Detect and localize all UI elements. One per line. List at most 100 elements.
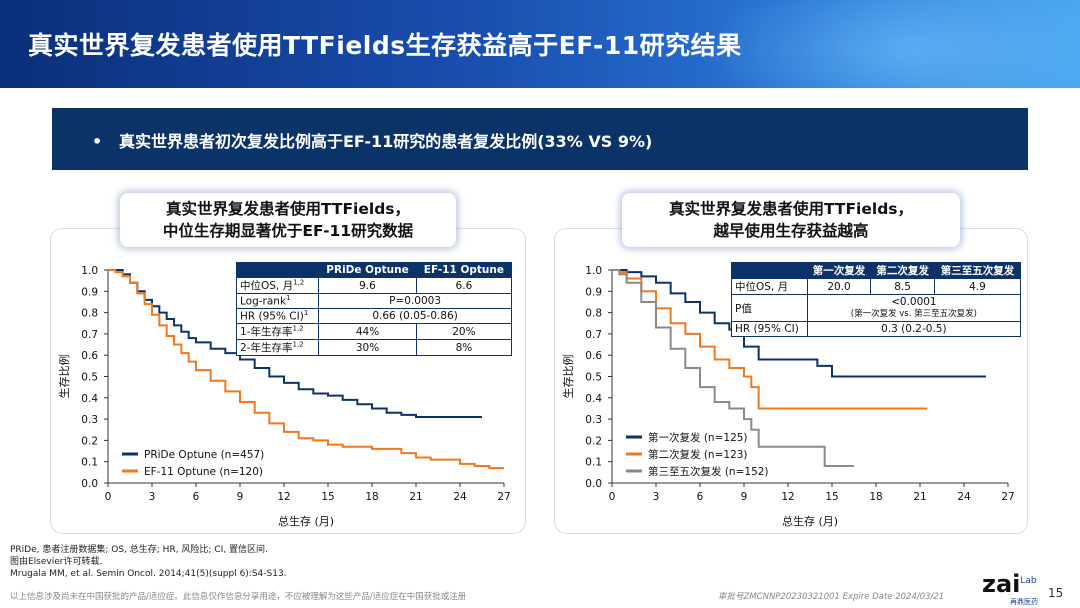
key-message-text: • 真实世界患者初次复发比例高于EF-11研究的患者复发比例(33% VS 9%… <box>92 128 652 152</box>
x-tick-label: 12 <box>781 491 794 503</box>
zailab-logo: zaiLab 再鼎医药 <box>982 570 1038 606</box>
right-table-corner <box>731 262 808 279</box>
x-axis-title: 总生存 (月) <box>782 514 838 528</box>
legend-label: 第二次复发 (n=123) <box>648 448 748 461</box>
right-heading-line2: 越早使用生存获益越高 <box>713 222 869 240</box>
x-tick-label: 24 <box>957 491 971 503</box>
left-heading-line2: 中位生存期显著优于EF-11研究数据 <box>162 222 414 240</box>
y-tick-label: 0.3 <box>585 414 602 426</box>
y-tick-label: 0.7 <box>81 329 98 341</box>
legend-label: 第三至五次复发 (n=152) <box>648 465 769 478</box>
table-row-label: 中位OS, 月 <box>731 278 808 295</box>
page-number: 15 <box>1048 586 1064 600</box>
table-cell: P=0.0003 <box>318 293 512 309</box>
legend-label: EF-11 Optune (n=120) <box>144 466 263 478</box>
y-tick-label: 0.4 <box>81 393 98 405</box>
x-tick-label: 6 <box>697 491 704 503</box>
disclaimer: 以上信息涉及尚未在中国获批的产品/适应症。此信息仅作信息分享用途，不应被理解为这… <box>10 592 467 602</box>
left-heading-line1: 真实世界复发患者使用TTFields， <box>165 200 411 218</box>
table-cell: 8.5 <box>870 278 935 295</box>
y-tick-label: 1.0 <box>81 265 98 277</box>
table-row-label: 1-年生存率1,2 <box>235 323 320 340</box>
y-tick-label: 0.3 <box>81 414 98 426</box>
x-axis-title: 总生存 (月) <box>278 514 334 528</box>
left-km-chart: 0 3 6 9 12 15 18 21 24 27 0.0 0.1 0.2 0.3 0.4 0.5 0.6 0.7… <box>57 265 511 528</box>
y-tick-label: 0.6 <box>585 350 602 362</box>
reference-line: 图由Elsevier许可转载. <box>10 557 103 567</box>
y-tick-label: 0.4 <box>585 393 602 405</box>
y-tick-label: 0.5 <box>585 372 602 384</box>
x-tick-label: 24 <box>453 491 467 503</box>
right-summary-table: 第一次复发 第二次复发 第三至五次复发 中位OS, 月 20.0 8.5 4.9… <box>731 262 1022 337</box>
x-tick-label: 15 <box>321 491 334 503</box>
approval-number: 审批号ZMCNNP20230321001 Expire Date 2024/03… <box>718 592 945 602</box>
key-message-banner: • 真实世界患者初次复发比例高于EF-11研究的患者复发比例(33% VS 9%… <box>52 108 1028 170</box>
right-heading-line1: 真实世界复发患者使用TTFields， <box>668 200 914 218</box>
table-cell: 0.3 (0.2-0.5) <box>806 321 1022 337</box>
x-tick-label: 9 <box>237 491 244 503</box>
table-row-label: 中位OS, 月1,2 <box>235 277 320 294</box>
right-table-header-first: 第一次复发 <box>806 262 872 279</box>
x-tick-label: 0 <box>105 491 112 503</box>
bullet: • <box>92 132 103 151</box>
references: PRiDe, 患者注册数据集; OS, 总生存; HR, 风险比; CI, 置信… <box>10 544 287 580</box>
x-tick-label: 27 <box>1001 491 1014 503</box>
y-tick-label: 0.5 <box>81 372 98 384</box>
y-tick-label: 0.2 <box>585 435 602 447</box>
table-cell: 6.6 <box>415 277 513 294</box>
x-tick-label: 12 <box>277 491 290 503</box>
right-chart-heading: 真实世界复发患者使用TTFields， 越早使用生存获益越高 <box>622 193 960 247</box>
y-tick-label: 1.0 <box>585 265 602 277</box>
y-tick-label: 0.0 <box>81 478 98 490</box>
y-tick-label: 0.7 <box>585 329 602 341</box>
legend-label: 第一次复发 (n=125) <box>648 431 748 444</box>
y-axis-title: 生存比例 <box>57 355 71 399</box>
left-table-header-pride: PRiDe Optune <box>318 262 417 278</box>
table-row-label: HR (95% CI) <box>731 321 808 337</box>
x-tick-label: 6 <box>193 491 200 503</box>
y-tick-label: 0.2 <box>81 435 98 447</box>
table-cell: 9.6 <box>318 277 417 294</box>
table-cell: 4.9 <box>933 278 1022 295</box>
x-tick-label: 18 <box>365 491 378 503</box>
x-tick-label: 15 <box>825 491 838 503</box>
left-summary-table: PRiDe Optune EF-11 Optune 中位OS, 月1,2 9.6… <box>235 262 513 356</box>
y-tick-label: 0.9 <box>81 286 98 298</box>
page-title: 真实世界复发患者使用TTFields生存获益高于EF-11研究结果 <box>28 31 742 60</box>
km-curve-1 <box>612 269 986 378</box>
x-tick-label: 3 <box>149 491 156 503</box>
table-cell: 8% <box>415 339 513 356</box>
km-curve-2 <box>108 269 504 470</box>
left-table-corner <box>235 262 320 278</box>
left-table-header-ef11: EF-11 Optune <box>415 262 513 278</box>
y-tick-label: 0.9 <box>585 286 602 298</box>
table-cell: 20% <box>415 323 513 340</box>
table-cell: 0.66 (0.05-0.86) <box>318 308 512 324</box>
table-cell: 30% <box>318 339 417 356</box>
x-tick-label: 0 <box>609 491 616 503</box>
x-tick-label: 21 <box>409 491 422 503</box>
y-tick-label: 0.6 <box>81 350 98 362</box>
y-tick-label: 0.0 <box>585 478 602 490</box>
table-row-label: Log-rank1 <box>235 293 320 309</box>
y-tick-label: 0.8 <box>81 308 98 320</box>
x-tick-label: 27 <box>497 491 510 503</box>
km-curve-2 <box>612 269 928 410</box>
left-chart-heading: 真实世界复发患者使用TTFields， 中位生存期显著优于EF-11研究数据 <box>120 193 456 247</box>
x-tick-label: 3 <box>653 491 660 503</box>
legend-label: PRiDe Optune (n=457) <box>144 449 264 461</box>
table-cell: 20.0 <box>806 278 872 295</box>
reference-line: PRiDe, 患者注册数据集; OS, 总生存; HR, 风险比; CI, 置信… <box>10 545 268 555</box>
x-tick-label: 9 <box>741 491 748 503</box>
table-row-label: 2-年生存率1,2 <box>235 339 320 356</box>
reference-line: Mrugala MM, et al. Semin Oncol. 2014;41(… <box>10 569 287 579</box>
right-km-chart: 0 3 6 9 12 15 18 21 24 27 0.0 0.1 0.2 0.3 0.4 0.5 0.6 0.7… <box>561 265 1015 528</box>
y-tick-label: 0.1 <box>585 457 602 469</box>
y-axis-title: 生存比例 <box>561 355 575 399</box>
x-tick-label: 18 <box>869 491 882 503</box>
y-tick-label: 0.1 <box>81 457 98 469</box>
table-row-label: P值 <box>731 294 808 322</box>
header-decoration <box>700 0 1080 88</box>
km-curve-3 <box>612 269 854 467</box>
table-cell: <0.0001 (第一次复发 vs. 第三至五次复发) <box>806 294 1022 322</box>
